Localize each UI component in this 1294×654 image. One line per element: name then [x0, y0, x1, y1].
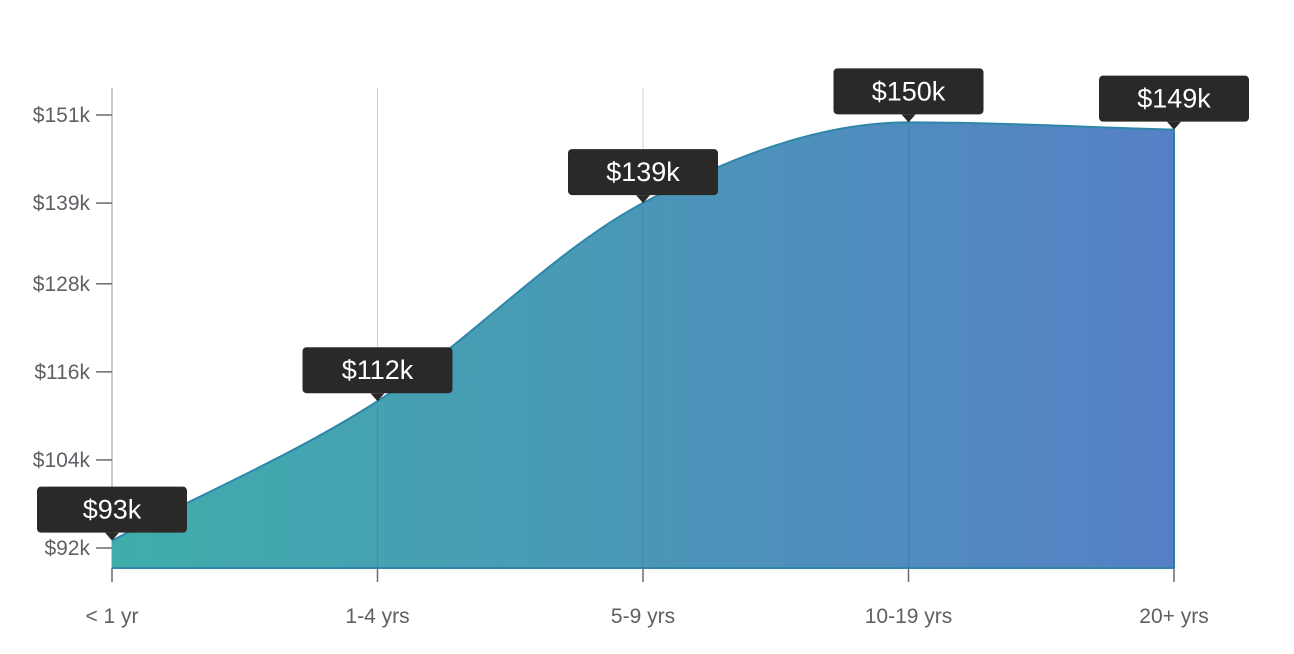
- data-label-text: $139k: [606, 157, 680, 187]
- x-tick-label: 5-9 yrs: [611, 605, 675, 628]
- area-fill: [112, 122, 1174, 568]
- data-label-box: [302, 347, 453, 394]
- y-tick-label: $151k: [33, 104, 91, 127]
- data-label-text: $112k: [342, 355, 414, 385]
- area-layer: [111, 121, 1175, 569]
- data-label: $93k: [37, 486, 187, 541]
- data-label-text: $149k: [1137, 84, 1211, 114]
- data-label-pointer: [105, 532, 119, 541]
- y-tick-label: $92k: [44, 537, 90, 560]
- x-tick-label: 20+ yrs: [1139, 605, 1208, 628]
- data-label-box: [833, 68, 984, 115]
- data-label: $149k: [1099, 75, 1249, 130]
- y-tick-label: $139k: [33, 192, 91, 215]
- data-label-pointer: [1167, 121, 1181, 130]
- data-label-box: [37, 486, 187, 533]
- x-tick-label: 1-4 yrs: [345, 605, 409, 628]
- data-label-pointer: [901, 114, 916, 123]
- x-tick-label: < 1 yr: [85, 605, 138, 628]
- area-line: [111, 121, 1175, 542]
- x-tick-label: 10-19 yrs: [865, 605, 953, 628]
- data-label-text: $93k: [83, 495, 142, 525]
- data-label-box: [1099, 75, 1249, 122]
- data-label: $112k: [302, 347, 453, 402]
- data-label-box: [568, 149, 718, 196]
- data-label-text: $150k: [872, 76, 946, 106]
- y-tick-label: $116k: [34, 361, 90, 384]
- y-tick-label: $104k: [33, 449, 91, 472]
- label-layer: $93k $112k $139k $150k $149k: [37, 68, 1249, 541]
- y-tick-label: $128k: [33, 273, 91, 296]
- data-label-pointer: [636, 195, 650, 204]
- data-label: $150k: [833, 68, 984, 123]
- data-label-pointer: [370, 393, 385, 402]
- axis-layer: $92k $104k $116k $128k $139k $151k < 1 yr 1-4 y…: [33, 104, 1209, 628]
- data-label: $139k: [568, 149, 718, 204]
